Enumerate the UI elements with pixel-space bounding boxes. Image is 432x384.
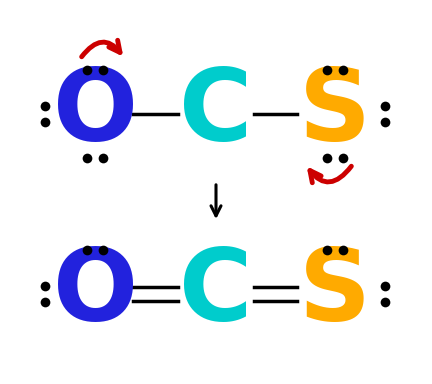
Text: C: C bbox=[179, 245, 253, 343]
Text: O: O bbox=[53, 66, 137, 162]
Text: S: S bbox=[299, 245, 371, 343]
Text: C: C bbox=[179, 66, 253, 162]
Text: S: S bbox=[299, 66, 371, 162]
Text: O: O bbox=[53, 245, 137, 343]
